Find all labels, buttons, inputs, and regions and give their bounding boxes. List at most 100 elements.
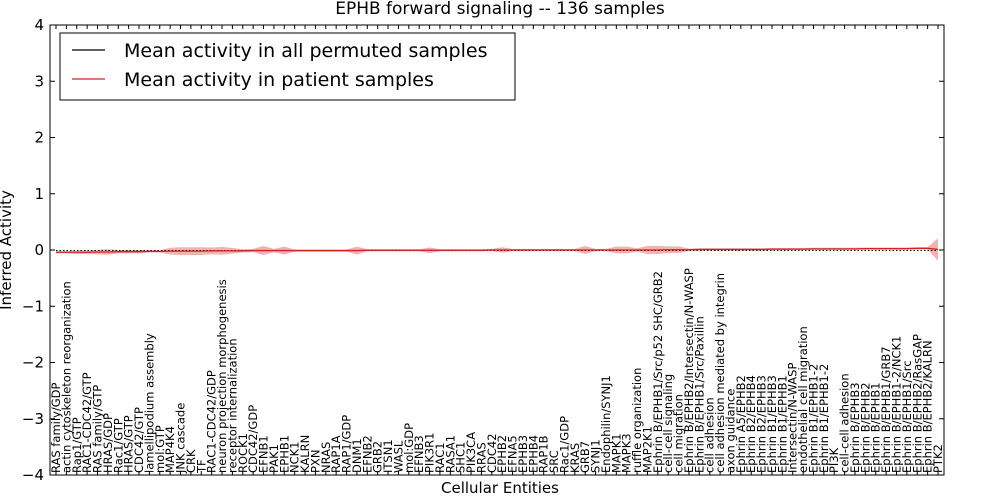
x-tick-label: GRB2 [371,441,385,473]
x-tick-label: EFNB1 [257,435,271,473]
legend-label-patient: Mean activity in patient samples [124,69,434,91]
x-tick-label: NCK1 [288,442,302,474]
x-tick-label: Ephrin B1/EPHB1-2 [806,364,820,473]
x-tick-label: Rac1/GTP [111,418,125,473]
x-tick-label: EPHB4 [526,435,540,473]
y-tick-label: 2 [34,129,44,147]
y-tick-label: 0 [34,241,44,259]
x-tick-label: cell-cell signaling [661,374,675,473]
x-tick-label: HRAS/GDP [101,413,115,473]
x-tick-label: RAP1/GDP [340,415,354,473]
x-tick-label: SHC1 [454,442,468,473]
y-axis: −4 −3 −2 −1 0 1 2 3 4 [22,16,944,484]
x-tick-label: CRK [184,449,198,473]
x-tick-label: ITSN1 [381,439,395,473]
x-tick-label: cell adhesion [703,397,717,473]
legend-label-permuted: Mean activity in all permuted samples [124,40,487,62]
x-tick-label: RAS family/GTP [91,385,105,473]
x-tick-label: TF [194,459,208,474]
x-tick-label: DNM1 [350,438,364,473]
x-tick-label: endothelial cell migration [796,326,810,473]
x-tick-label: cell-cell adhesion [838,373,852,473]
x-tick-label: cell adhesion mediated by integrin [713,273,727,473]
x-tick-label: RAC1 [433,442,447,473]
x-tick-label: KRAS [568,443,582,473]
x-tick-label: Ephrin B/EPHB2/KALRN [921,340,935,473]
x-axis-label: Cellular Entities [441,479,559,497]
y-tick-label: 4 [34,16,44,34]
x-tick-label: Ephrin B2/EPHB4 [744,375,758,473]
x-tick-label: Endophilin/SYNJ1 [599,375,613,473]
x-tick-label: RAC1-CDC42/GTP [80,372,94,473]
x-tick-label: EPHB3 [516,435,530,473]
x-tick-label: Ephrin B/EPHB1/Src/p52 SHC/GRB2 [651,271,665,473]
x-tick-label: JNK cascade [174,403,188,474]
x-tick-label: RRAS [474,442,488,473]
x-tick-label: PTK2 [931,444,945,473]
legend: Mean activity in all permuted samples Me… [59,32,516,101]
y-tick-label: 1 [34,185,44,203]
x-tick-label: CDC42/GTP [132,407,146,473]
x-tick-label: Ephrin B1/EPHB1 [775,375,789,473]
x-tick-label: PIK3R1 [423,433,437,474]
line-layer [56,247,939,253]
x-tick-label: Ephrin B/EPHB1/Src/Paxillin [692,316,706,473]
x-tick-label: neuron projection morphogenesis [215,279,229,473]
x-tick-label: Ephrin B/EPHB1/GRB7 [879,346,893,473]
x-tick-label: HRAS/GTP [122,415,136,473]
x-tick-label: Ephrin B/EPHB2/Intersectin/N-WASP [682,268,696,473]
x-tick-label: lamellipodium assembly [142,333,156,473]
x-tick-label: Ephrin A5/EPHB2 [734,375,748,473]
x-tick-label: RAP1B [537,435,551,473]
x-tick-label: Ephrin B1/EPHB1-2 [817,364,831,473]
x-tick-label: KALRN [298,435,312,473]
x-tick-label: PI3K [827,447,841,473]
y-axis-label: Inferred Activity [0,190,15,310]
x-tick-label: Ephrin B/EPHB3 [848,382,862,473]
x-tick-label: receptor internalization [225,338,239,473]
x-tick-label: actin cytoskeleton reorganization [59,281,73,473]
x-tick-label: CDC42/GDP [246,405,260,473]
y-tick-label: −4 [22,466,44,484]
y-tick-label: −3 [22,410,44,428]
x-tick-label: EFNB3 [412,435,426,473]
x-tick-label: RAC1-CDC42/GDP [205,370,219,473]
x-tick-label: MAP2K1 [640,426,654,473]
x-tick-label: EFNA5 [506,435,520,473]
x-tick-label: mol:GTP [153,425,167,473]
x-tick-label: RAP1A [329,435,343,473]
x-tick-label: MAP4K4 [163,426,177,473]
x-tick-label: cell migration [672,394,686,473]
x-tick-label: SRC [547,450,561,473]
x-tick-label: Ephrin B2/EPHB3 [755,375,769,473]
x-tick-label: RAS family/GDP [49,383,63,473]
legend-box [59,32,516,101]
x-tick-label: EFNB2 [360,435,374,473]
x-tick-label: ROCK1 [236,433,250,473]
x-tick-label: Rap1/GTP [70,417,84,473]
x-tick-label: MAPK1 [609,433,623,473]
x-tick-label: NRAS [319,442,333,473]
x-tick-label: Ephrin B/EPHB1/Src [900,360,914,473]
x-tick-label: axon guidance [723,389,737,473]
x-tick-label: EPHB1 [277,435,291,473]
x-tick-label: Intersectin/N-WASP [786,363,800,473]
x-tick-label: PIK3CA [464,432,478,473]
x-tick-label: MAPK3 [620,433,634,473]
x-tick-label: GRB7 [578,441,592,473]
x-tick-label: EPHB2 [495,435,509,473]
x-tick-label: Ephrin B/EPHB2 [858,382,872,473]
x-tick-label: RASA1 [443,435,457,473]
x-tick-label: CDC42 [485,433,499,473]
x-tick-label: PXN [308,450,322,473]
x-tick-label: WASL [391,440,405,473]
x-tick-label: Ephrin B/EPHB2/RasGAP [910,334,924,473]
chart-title: EPHB forward signaling -- 136 samples [335,0,665,19]
patient-mean-line [56,247,939,253]
x-tick-label: SYNJ1 [589,439,603,473]
x-tick-label: Ephrin B/EPHB1-2/NCK1 [889,336,903,473]
y-tick-label: 3 [34,72,44,90]
y-tick-label: −2 [22,354,44,372]
